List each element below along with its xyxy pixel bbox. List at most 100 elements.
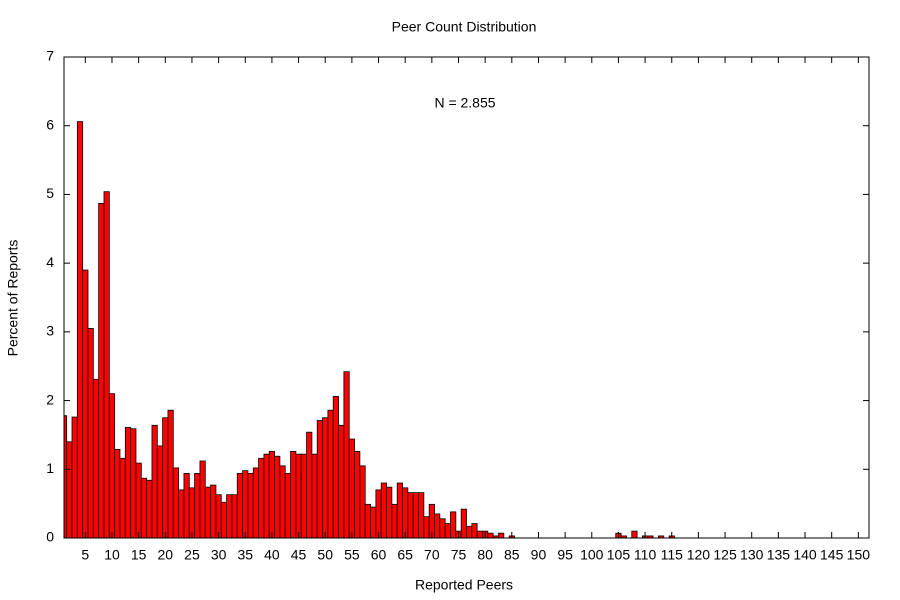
bar <box>82 269 89 538</box>
bar <box>290 451 297 538</box>
bar <box>268 451 275 538</box>
bar <box>391 503 398 538</box>
bar <box>354 451 361 538</box>
bar <box>162 417 169 538</box>
bar <box>71 416 78 538</box>
plot-frame <box>63 56 870 539</box>
x-tick-label: 5 <box>81 547 89 563</box>
bar <box>242 470 249 538</box>
bar <box>199 460 206 538</box>
x-tick-label: 25 <box>184 547 200 563</box>
x-tick-label: 40 <box>264 547 280 563</box>
x-tick-label: 20 <box>158 547 174 563</box>
bar <box>327 409 334 538</box>
bar <box>306 431 313 538</box>
bar <box>300 453 307 538</box>
x-tick-label: 80 <box>477 547 493 563</box>
bar <box>386 486 393 538</box>
bar <box>444 523 451 538</box>
bar <box>258 457 265 538</box>
bar <box>375 489 382 538</box>
bar <box>135 462 142 538</box>
bar <box>167 409 174 538</box>
bar <box>226 494 233 538</box>
bar <box>92 378 100 538</box>
y-tick-label: 3 <box>46 323 54 339</box>
bar <box>130 428 137 538</box>
x-tick-label: 75 <box>451 547 467 563</box>
bar <box>183 473 190 538</box>
x-tick-label: 100 <box>580 547 604 563</box>
bar <box>236 473 243 538</box>
x-tick-label: 110 <box>634 547 657 563</box>
bar <box>231 494 238 538</box>
bar <box>66 441 73 538</box>
bar <box>423 516 430 538</box>
y-tick-label: 5 <box>46 185 54 201</box>
x-tick-label: 65 <box>397 547 413 563</box>
bar <box>220 501 227 538</box>
bar <box>332 396 339 538</box>
x-tick-label: 85 <box>504 547 520 563</box>
bar <box>140 477 148 538</box>
bar <box>114 448 121 538</box>
x-tick-label: 115 <box>661 547 684 563</box>
bar <box>156 445 164 538</box>
x-tick-label: 50 <box>317 547 333 563</box>
y-tick-label: 0 <box>46 529 54 545</box>
bar <box>103 191 110 538</box>
bar <box>412 492 419 538</box>
x-tick-label: 125 <box>713 547 737 563</box>
bar <box>471 523 478 538</box>
y-tick-label: 4 <box>46 254 54 270</box>
bar <box>370 506 377 538</box>
bar <box>338 424 345 538</box>
bar <box>279 465 286 538</box>
bar <box>434 513 441 538</box>
x-axis-label: Reported Peers <box>415 577 513 593</box>
bar <box>124 426 132 538</box>
x-tick-label: 90 <box>531 547 547 563</box>
bar <box>359 465 366 538</box>
bar <box>487 532 494 538</box>
bar <box>146 479 153 538</box>
bar <box>274 455 281 538</box>
bar <box>108 393 116 538</box>
bar <box>631 530 638 538</box>
bar <box>380 482 387 538</box>
bar <box>188 487 196 538</box>
bar <box>76 121 84 538</box>
x-tick-label: 105 <box>607 547 631 563</box>
bar <box>194 473 201 538</box>
bar <box>204 486 212 538</box>
bar <box>439 518 446 538</box>
x-tick-label: 10 <box>104 547 120 563</box>
bar <box>98 202 105 538</box>
x-tick-label: 135 <box>767 547 791 563</box>
bar <box>215 494 222 538</box>
bar <box>284 473 291 538</box>
annotation: N = 2.855 <box>434 95 495 111</box>
bar <box>343 371 350 538</box>
x-tick-label: 15 <box>131 547 147 563</box>
y-axis-label: Percent of Reports <box>5 240 21 357</box>
bar <box>252 467 259 538</box>
bar <box>322 417 329 538</box>
y-tick-label: 1 <box>46 460 54 476</box>
bar <box>348 438 355 538</box>
x-tick-label: 55 <box>344 547 360 563</box>
bar <box>418 492 425 538</box>
x-tick-label: 150 <box>847 547 871 563</box>
chart-title: Peer Count Distribution <box>392 19 537 35</box>
x-tick-label: 130 <box>740 547 764 563</box>
bar <box>87 328 94 538</box>
bar <box>476 530 483 538</box>
bar <box>247 473 254 538</box>
bar <box>396 482 403 538</box>
bar <box>466 525 473 538</box>
y-tick-label: 7 <box>46 48 54 64</box>
bar <box>295 453 302 538</box>
bar <box>311 453 318 538</box>
bar <box>172 467 180 538</box>
